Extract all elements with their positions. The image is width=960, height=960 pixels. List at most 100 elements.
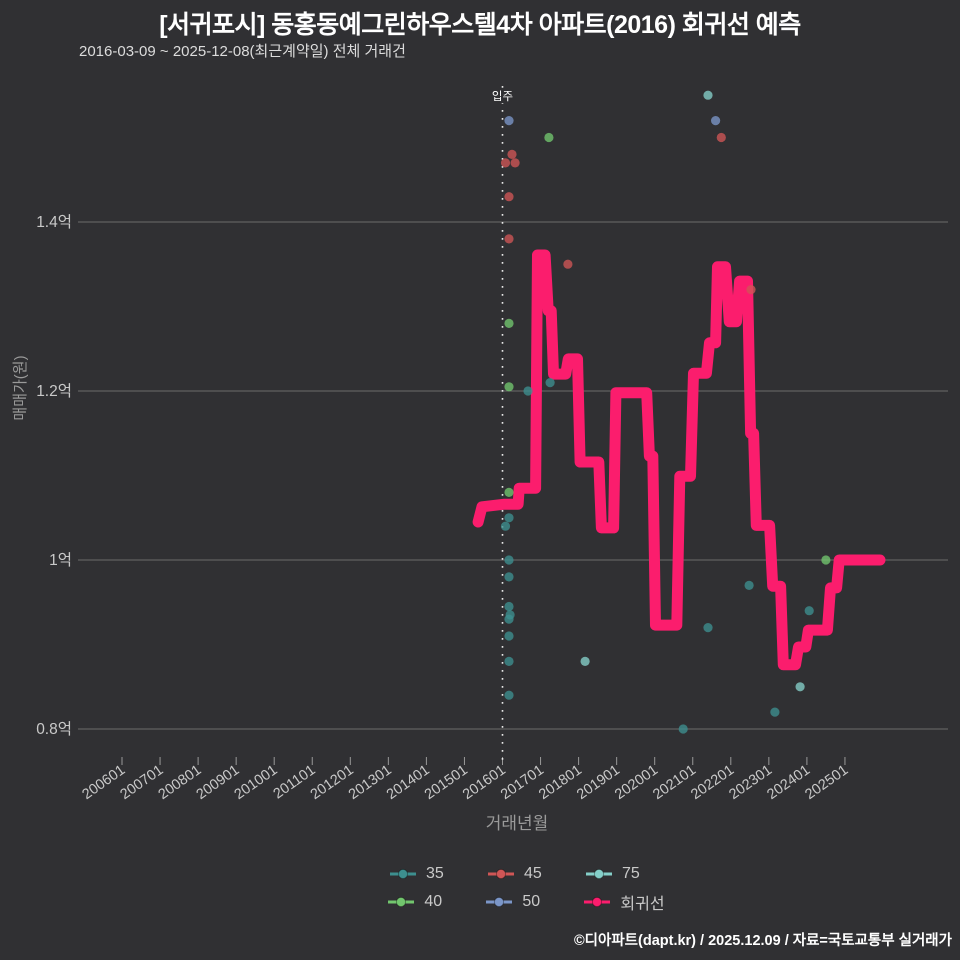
data-point-45	[504, 234, 514, 244]
x-tick-label: 202201	[688, 762, 737, 803]
data-point-35	[744, 580, 754, 591]
x-tick-label: 200701	[118, 762, 167, 803]
scatter-series-45	[500, 132, 756, 295]
x-tick-label: 201501	[422, 762, 471, 803]
data-point-35	[770, 707, 780, 717]
legend-label: 40	[424, 893, 443, 910]
legend-marker-dot	[592, 896, 603, 908]
data-point-40	[544, 132, 554, 143]
legend-item-50[interactable]: 50	[485, 893, 563, 911]
legend-marker-icon	[584, 896, 611, 908]
legend-marker-dot	[494, 896, 505, 908]
legend-label: 35	[426, 865, 444, 882]
legend-item-35[interactable]: 35	[389, 865, 467, 883]
legend-item-40[interactable]: 40	[387, 893, 465, 911]
data-point-40	[821, 555, 831, 565]
x-tick-label: 201401	[384, 762, 433, 803]
data-point-35	[703, 623, 713, 633]
x-tick-label: 201001	[232, 762, 281, 803]
data-point-50	[504, 116, 514, 126]
chart-subtitle: 2016-03-09 ~ 2025-12-08(최근계약일) 전체 거래건	[79, 43, 406, 60]
y-tick-label: 0.8억	[36, 720, 72, 738]
legend-marker-icon	[388, 896, 415, 908]
data-point-40	[504, 382, 514, 392]
data-point-35	[504, 601, 514, 612]
x-tick-label: 201201	[308, 762, 357, 803]
x-tick-label: 201901	[574, 762, 623, 803]
legend-marker-icon	[486, 896, 513, 908]
legend-row-1: 35 45 75	[389, 865, 663, 883]
x-axis-title: 거래년월	[485, 814, 549, 833]
page-title: [서귀포시] 동홍동예그린하우스텔4차 아파트(2016) 회귀선 예측	[159, 11, 801, 39]
x-tick-label: 202001	[612, 762, 661, 803]
legend-label: 50	[522, 893, 541, 910]
data-point-75	[703, 90, 713, 100]
legend-marker-dot	[495, 868, 507, 880]
data-point-35	[504, 513, 514, 523]
scatter-series-35	[500, 378, 814, 734]
regression-line	[472, 249, 886, 671]
data-point-45	[510, 158, 520, 168]
legend-marker-dot	[593, 868, 605, 880]
data-point-40	[504, 318, 514, 328]
data-point-45	[507, 149, 517, 159]
legend-marker-dot	[397, 868, 409, 880]
legend-marker-dot	[396, 896, 407, 908]
data-point-45	[500, 158, 511, 168]
legend-label: 회귀선	[620, 896, 665, 913]
legend-marker-icon	[390, 868, 416, 880]
legend-item-75[interactable]: 75	[585, 865, 663, 883]
x-tick-label: 201601	[460, 762, 509, 803]
gridlines: 1.4억 1.2억 1억 0.8억	[36, 213, 948, 738]
data-point-35	[504, 614, 514, 624]
legend-label: 75	[622, 865, 640, 882]
move-in-annotation-label: 입주	[492, 90, 513, 103]
data-point-35	[804, 606, 814, 616]
legend-item-45[interactable]: 45	[487, 865, 565, 883]
y-tick-label: 1.2억	[36, 382, 72, 400]
data-point-35	[504, 631, 514, 641]
data-point-35	[545, 378, 555, 388]
scatter-series-75	[580, 90, 805, 692]
data-point-35	[504, 572, 514, 582]
data-point-45	[746, 285, 756, 295]
data-point-40	[504, 487, 514, 497]
scatter-series-40	[504, 132, 831, 565]
data-point-45	[716, 132, 726, 143]
x-tick-label: 202301	[726, 762, 775, 803]
data-point-45	[563, 259, 573, 269]
x-tick-label: 200901	[194, 762, 243, 803]
x-tick-label: 200801	[156, 762, 205, 803]
y-tick-label: 1억	[49, 551, 72, 569]
x-tick-label: 201301	[346, 762, 395, 803]
legend: 35 45 75 40 50 회귀선	[46, 865, 960, 914]
x-tick-label: 202501	[802, 762, 851, 803]
legend-label: 45	[524, 865, 542, 882]
legend-marker-icon	[488, 868, 514, 880]
legend-row-2: 40 50 회귀선	[387, 890, 665, 914]
data-point-35	[504, 656, 514, 667]
x-tick-label: 202401	[764, 762, 813, 803]
x-tick-label: 200601	[79, 762, 128, 803]
x-tick-label: 201801	[536, 762, 585, 803]
data-point-35	[523, 386, 533, 396]
x-tick-label: 202101	[650, 762, 699, 803]
data-point-75	[580, 656, 590, 667]
chart-footer: ©디아파트(dapt.kr) / 2025.12.09 / 자료=국토교통부 실…	[573, 933, 952, 949]
x-tick-label: 201701	[498, 762, 547, 803]
data-point-75	[795, 682, 805, 692]
legend-marker-icon	[586, 868, 612, 880]
data-point-35	[504, 555, 514, 565]
data-point-35	[504, 690, 514, 700]
data-point-35	[500, 521, 511, 531]
y-axis-title: 매매가(원)	[12, 355, 29, 421]
data-point-45	[504, 192, 514, 202]
data-point-35	[678, 724, 688, 734]
move-in-label-bg	[487, 89, 518, 103]
x-axis-ticks: 2006012007012008012009012010012011012012…	[79, 757, 851, 803]
data-point-50	[711, 116, 721, 126]
scatter-series-50	[504, 116, 721, 126]
legend-item-회귀선[interactable]: 회귀선	[583, 890, 665, 914]
